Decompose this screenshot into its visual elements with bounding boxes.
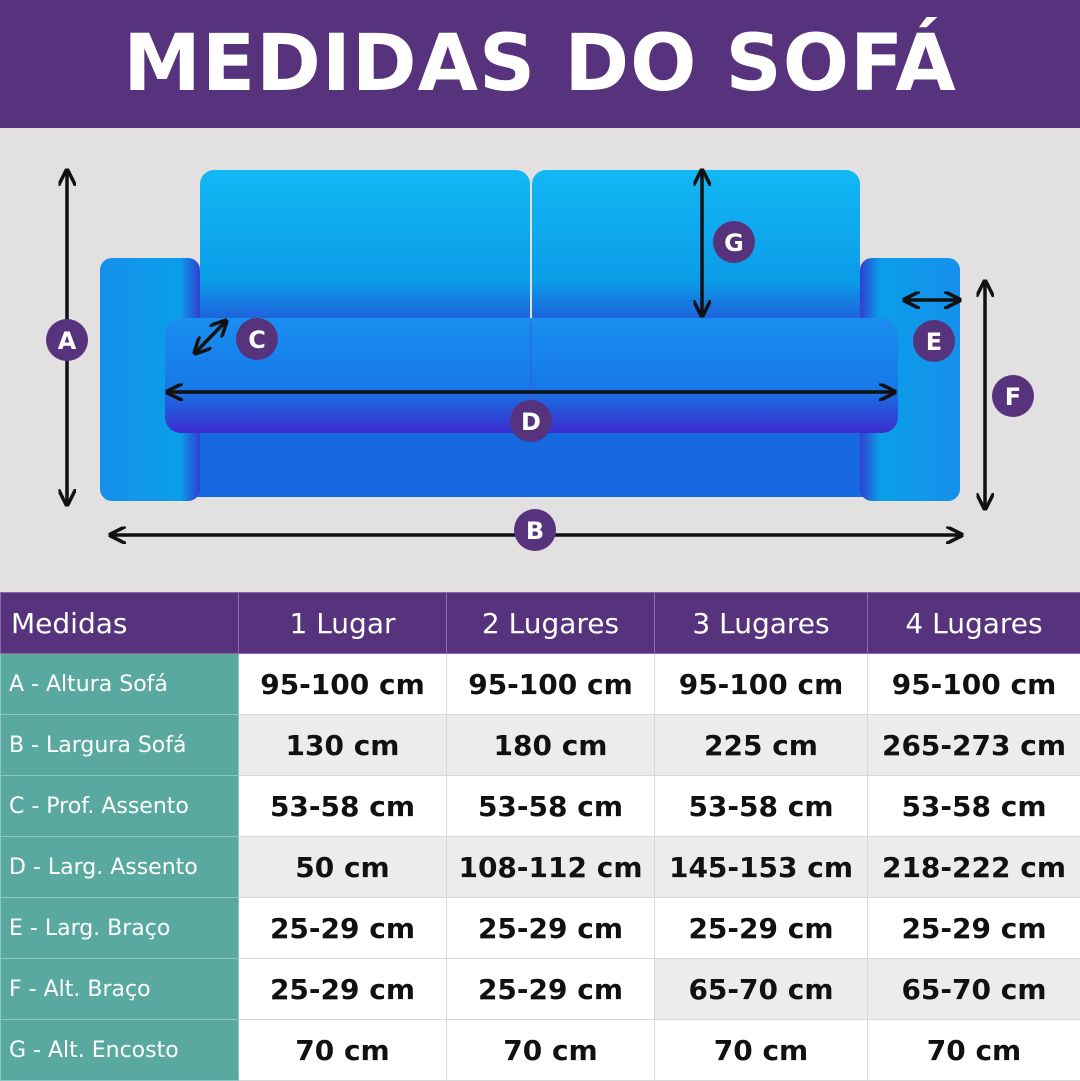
table-cell: 65-70 cm xyxy=(868,959,1080,1020)
table-cell: 70 cm xyxy=(655,1020,868,1081)
table-cell: 70 cm xyxy=(239,1020,447,1081)
table-cell: 180 cm xyxy=(447,715,655,776)
table-cell: 53-58 cm xyxy=(655,776,868,837)
table-cell: 25-29 cm xyxy=(239,959,447,1020)
sofa-illustration: A B C D E F G xyxy=(0,0,1080,590)
table-cell: 130 cm xyxy=(239,715,447,776)
table-cell: 53-58 cm xyxy=(868,776,1080,837)
badge-e: E xyxy=(913,320,955,362)
svg-text:E: E xyxy=(926,328,942,356)
table-cell: 53-58 cm xyxy=(447,776,655,837)
measurements-table: Medidas 1 Lugar 2 Lugares 3 Lugares 4 Lu… xyxy=(0,592,1080,1081)
table-cell: 95-100 cm xyxy=(868,654,1080,715)
svg-text:D: D xyxy=(521,408,541,436)
column-header: 2 Lugares xyxy=(447,593,655,654)
table-cell: 95-100 cm xyxy=(239,654,447,715)
row-label: G - Alt. Encosto xyxy=(1,1020,239,1081)
table-cell: 25-29 cm xyxy=(868,898,1080,959)
column-header: Medidas xyxy=(1,593,239,654)
row-label: B - Largura Sofá xyxy=(1,715,239,776)
svg-text:A: A xyxy=(58,327,77,355)
table-cell: 95-100 cm xyxy=(447,654,655,715)
sofa-diagram: A B C D E F G xyxy=(0,128,1080,590)
column-header: 3 Lugares xyxy=(655,593,868,654)
badge-b: B xyxy=(514,509,556,551)
row-label: A - Altura Sofá xyxy=(1,654,239,715)
svg-text:B: B xyxy=(526,517,544,545)
table-cell: 70 cm xyxy=(868,1020,1080,1081)
table-cell: 25-29 cm xyxy=(239,898,447,959)
table-cell: 70 cm xyxy=(447,1020,655,1081)
svg-text:G: G xyxy=(724,229,744,257)
badge-g: G xyxy=(713,221,755,263)
badge-d: D xyxy=(510,400,552,442)
badge-c: C xyxy=(236,318,278,360)
table-cell: 95-100 cm xyxy=(655,654,868,715)
table-cell: 145-153 cm xyxy=(655,837,868,898)
badge-f: F xyxy=(992,375,1034,417)
table-cell: 25-29 cm xyxy=(655,898,868,959)
table-cell: 50 cm xyxy=(239,837,447,898)
row-label: C - Prof. Assento xyxy=(1,776,239,837)
column-header: 4 Lugares xyxy=(868,593,1080,654)
table-header-row: Medidas 1 Lugar 2 Lugares 3 Lugares 4 Lu… xyxy=(1,593,1080,654)
svg-text:C: C xyxy=(248,326,266,354)
table-cell: 225 cm xyxy=(655,715,868,776)
column-header: 1 Lugar xyxy=(239,593,447,654)
row-label: F - Alt. Braço xyxy=(1,959,239,1020)
table-cell: 265-273 cm xyxy=(868,715,1080,776)
table-cell: 25-29 cm xyxy=(447,959,655,1020)
table-cell: 218-222 cm xyxy=(868,837,1080,898)
table-cell: 108-112 cm xyxy=(447,837,655,898)
svg-text:F: F xyxy=(1005,383,1021,411)
row-label: D - Larg. Assento xyxy=(1,837,239,898)
row-label: E - Larg. Braço xyxy=(1,898,239,959)
sofa-shape xyxy=(100,170,960,501)
badge-a: A xyxy=(46,319,88,361)
table-cell: 25-29 cm xyxy=(447,898,655,959)
table-cell: 65-70 cm xyxy=(655,959,868,1020)
table-cell: 53-58 cm xyxy=(239,776,447,837)
